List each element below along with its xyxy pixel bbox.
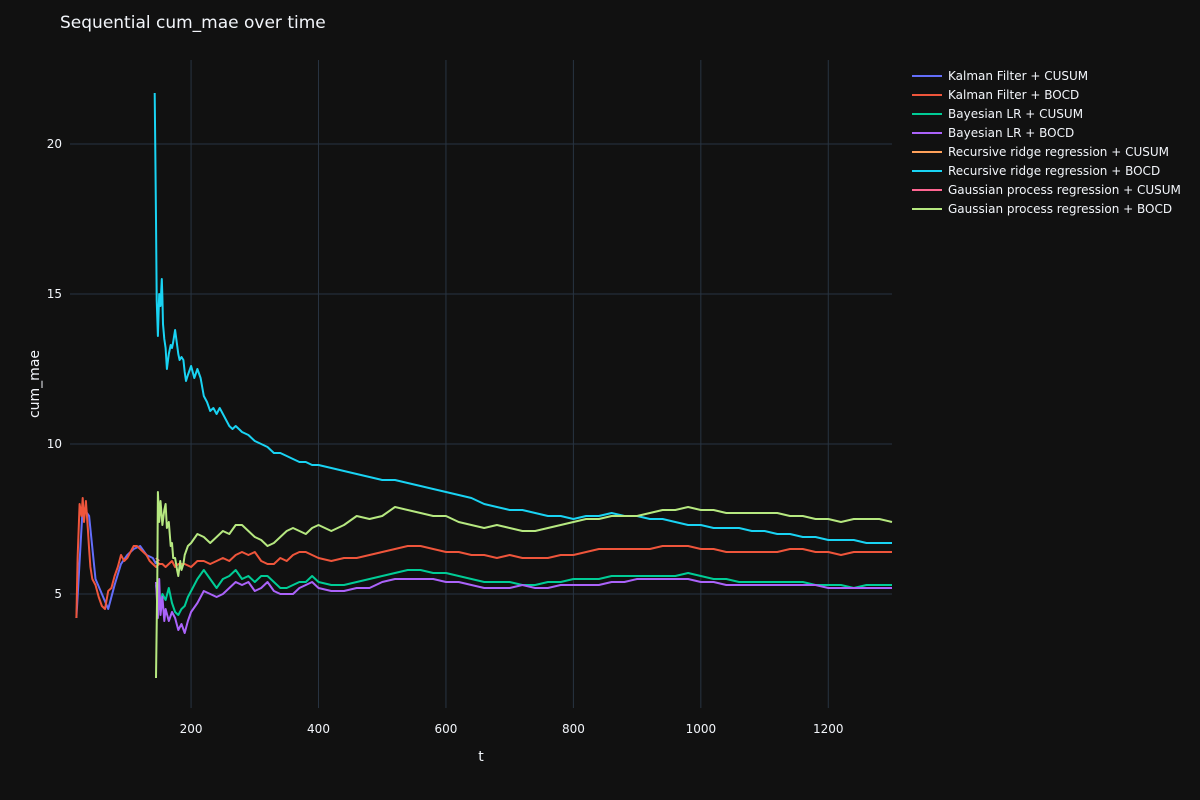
legend-label: Recursive ridge regression + CUSUM bbox=[948, 144, 1170, 159]
legend-label: Kalman Filter + BOCD bbox=[948, 87, 1080, 102]
legend-label: Bayesian LR + BOCD bbox=[948, 125, 1075, 140]
series-line-3 bbox=[155, 569, 892, 616]
legend-swatch bbox=[912, 131, 942, 134]
legend-swatch bbox=[912, 112, 942, 115]
legend-item[interactable]: Recursive ridge regression + BOCD bbox=[912, 161, 1196, 180]
y-tick-label: 5 bbox=[54, 587, 62, 601]
legend-label: Bayesian LR + CUSUM bbox=[948, 106, 1084, 121]
legend-swatch bbox=[912, 207, 942, 210]
legend-swatch bbox=[912, 93, 942, 96]
x-tick-label: 800 bbox=[562, 722, 585, 736]
series-line-4 bbox=[155, 578, 892, 634]
y-tick-label: 15 bbox=[47, 287, 62, 301]
legend-item[interactable]: Kalman Filter + BOCD bbox=[912, 85, 1196, 104]
y-tick-label: 20 bbox=[47, 137, 62, 151]
legend-swatch bbox=[912, 188, 942, 191]
legend-item[interactable]: Bayesian LR + BOCD bbox=[912, 123, 1196, 142]
legend-item[interactable]: Bayesian LR + CUSUM bbox=[912, 104, 1196, 123]
series-line-2 bbox=[75, 497, 892, 619]
x-tick-label: 1200 bbox=[813, 722, 844, 736]
x-tick-label: 400 bbox=[307, 722, 330, 736]
y-tick-label: 10 bbox=[47, 437, 62, 451]
series-layer bbox=[75, 92, 893, 679]
x-tick-label: 200 bbox=[180, 722, 203, 736]
legend-label: Gaussian process regression + CUSUM bbox=[948, 182, 1181, 197]
legend-label: Gaussian process regression + BOCD bbox=[948, 201, 1173, 216]
legend-item[interactable]: Gaussian process regression + BOCD bbox=[912, 199, 1196, 218]
legend-swatch bbox=[912, 169, 942, 172]
x-axis-title: t bbox=[478, 749, 484, 765]
x-tick-label: 1000 bbox=[686, 722, 717, 736]
chart-title: Sequential cum_mae over time bbox=[60, 13, 326, 33]
legend: Kalman Filter + CUSUM Kalman Filter + BOC… bbox=[912, 66, 1196, 218]
legend-swatch bbox=[912, 74, 942, 77]
legend-swatch bbox=[912, 150, 942, 153]
legend-item[interactable]: Gaussian process regression + CUSUM bbox=[912, 180, 1196, 199]
grid-layer bbox=[70, 60, 892, 708]
legend-item[interactable]: Kalman Filter + CUSUM bbox=[912, 66, 1196, 85]
series-line-6 bbox=[153, 92, 892, 544]
legend-item[interactable]: Recursive ridge regression + CUSUM bbox=[912, 142, 1196, 161]
y-axis-title: cum_mae bbox=[27, 350, 43, 418]
tick-layer: 200 400 600 800 1000 1200 5 10 15 20 bbox=[47, 137, 844, 736]
series-line-8 bbox=[155, 491, 893, 679]
x-tick-label: 600 bbox=[435, 722, 458, 736]
legend-label: Kalman Filter + CUSUM bbox=[948, 68, 1089, 83]
legend-label: Recursive ridge regression + BOCD bbox=[948, 163, 1161, 178]
